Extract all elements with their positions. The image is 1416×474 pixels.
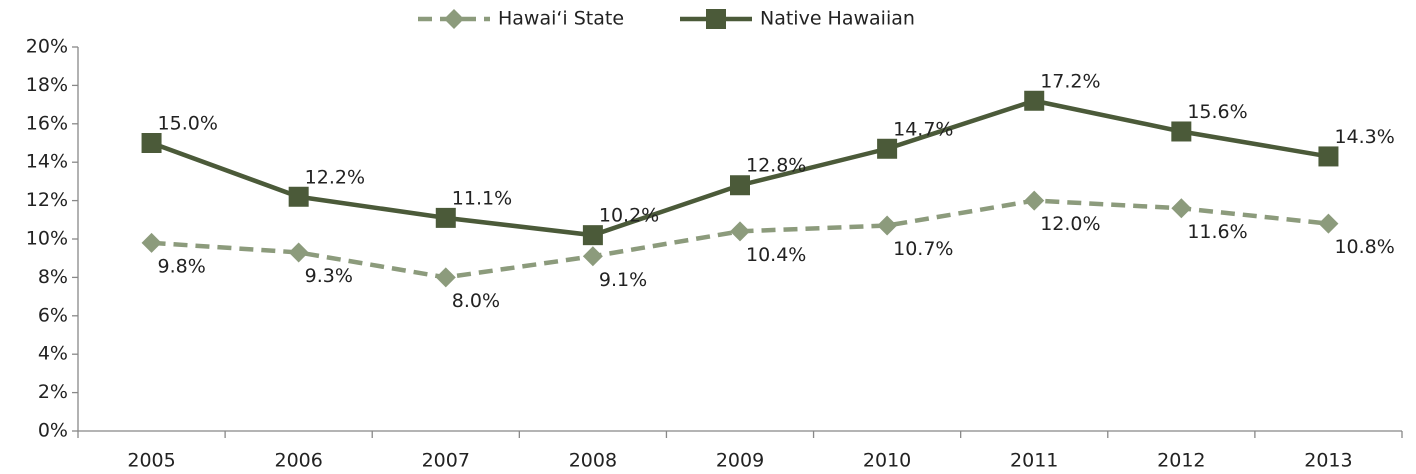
x-tick-label: 2005 <box>127 450 175 472</box>
y-tick-label: 8% <box>38 266 68 288</box>
data-label: 8.0% <box>452 290 500 312</box>
y-tick-label: 20% <box>26 36 68 58</box>
data-label: 15.0% <box>158 113 218 135</box>
point-marker <box>1318 146 1339 167</box>
data-label: 12.8% <box>746 155 806 177</box>
x-tick-label: 2009 <box>716 450 764 472</box>
point-marker <box>730 221 750 242</box>
y-tick-label: 0% <box>38 420 68 442</box>
point-marker <box>288 186 309 207</box>
data-label: 10.4% <box>746 244 806 266</box>
x-tick-label: 2006 <box>274 450 322 472</box>
point-marker <box>141 133 162 153</box>
point-marker <box>1024 90 1045 111</box>
data-label: 14.7% <box>893 118 953 140</box>
point-marker <box>1171 198 1192 219</box>
data-label: 15.6% <box>1187 101 1247 123</box>
y-tick-label: 16% <box>26 112 68 134</box>
x-tick-label: 2008 <box>569 450 617 472</box>
data-label: 10.8% <box>1334 236 1394 258</box>
legend-label: Native Hawaiian <box>760 8 915 30</box>
y-tick-label: 10% <box>26 228 68 250</box>
data-label: 10.7% <box>893 238 953 260</box>
point-marker <box>288 242 309 263</box>
point-marker <box>877 138 898 159</box>
x-tick-label: 2011 <box>1010 450 1058 472</box>
x-tick-label: 2012 <box>1157 450 1205 472</box>
y-tick-label: 6% <box>38 304 68 326</box>
data-label: 11.6% <box>1187 221 1247 243</box>
point-marker <box>582 225 603 246</box>
y-tick-label: 12% <box>26 189 68 211</box>
point-marker <box>877 215 898 236</box>
data-label: 9.8% <box>158 255 206 277</box>
x-tick-label: 2010 <box>863 450 911 472</box>
y-tick-label: 4% <box>38 343 68 365</box>
point-marker <box>435 267 456 288</box>
point-marker <box>582 246 603 267</box>
point-marker <box>1318 213 1339 234</box>
data-label: 10.2% <box>599 205 659 227</box>
x-tick-label: 2013 <box>1304 450 1352 472</box>
data-label: 9.1% <box>599 269 647 291</box>
y-tick-label: 14% <box>26 151 68 173</box>
data-label: 9.3% <box>305 265 353 287</box>
y-tick-label: 18% <box>26 74 68 96</box>
y-tick-label: 2% <box>38 381 68 403</box>
point-marker <box>435 207 456 228</box>
x-tick-label: 2007 <box>422 450 470 472</box>
point-marker <box>730 175 750 196</box>
point-marker <box>141 232 162 253</box>
legend-marker <box>706 9 726 29</box>
legend-label: Hawai‘i State <box>498 8 624 30</box>
data-label: 11.1% <box>452 187 512 209</box>
legend-marker <box>444 9 464 29</box>
data-label: 12.2% <box>305 166 365 188</box>
point-marker <box>1171 121 1192 142</box>
data-label: 14.3% <box>1334 126 1394 148</box>
data-label: 17.2% <box>1040 70 1100 92</box>
data-label: 12.0% <box>1040 213 1100 235</box>
point-marker <box>1024 190 1045 211</box>
